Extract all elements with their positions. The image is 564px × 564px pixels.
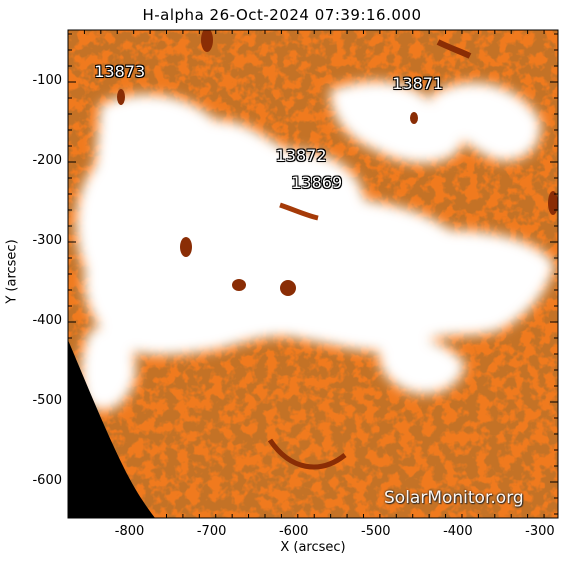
y-tick-label: -400 [32, 313, 62, 328]
x-tick-label: -600 [278, 524, 309, 539]
x-axis-label: X (arcsec) [280, 540, 346, 555]
x-tick-label: -800 [114, 524, 145, 539]
x-tick-label: -300 [525, 524, 555, 539]
active-region-label: 13873 [94, 62, 146, 82]
active-region-label: 13872 [275, 145, 327, 165]
x-tick-label: -500 [361, 524, 391, 539]
solar-disk-image [68, 30, 558, 518]
x-tick-label: -700 [196, 524, 227, 539]
chart-title: H-alpha 26-Oct-2024 07:39:16.000 [142, 6, 422, 24]
y-tick-label: -600 [32, 473, 62, 488]
y-tick-label: -500 [32, 393, 62, 408]
x-tick-label: -400 [443, 524, 473, 539]
y-tick-label: -200 [32, 153, 62, 168]
active-region-label: 13871 [392, 73, 444, 93]
watermark: SolarMonitor.org [384, 488, 524, 508]
active-region-label: 13869 [291, 172, 343, 192]
y-tick-label: -300 [32, 233, 62, 248]
off-limb-space [68, 340, 155, 518]
axis-ticks [67, 30, 558, 518]
filaments-and-sunspots [117, 30, 558, 470]
plage-regions [76, 81, 556, 411]
y-tick-label: -100 [32, 73, 62, 88]
